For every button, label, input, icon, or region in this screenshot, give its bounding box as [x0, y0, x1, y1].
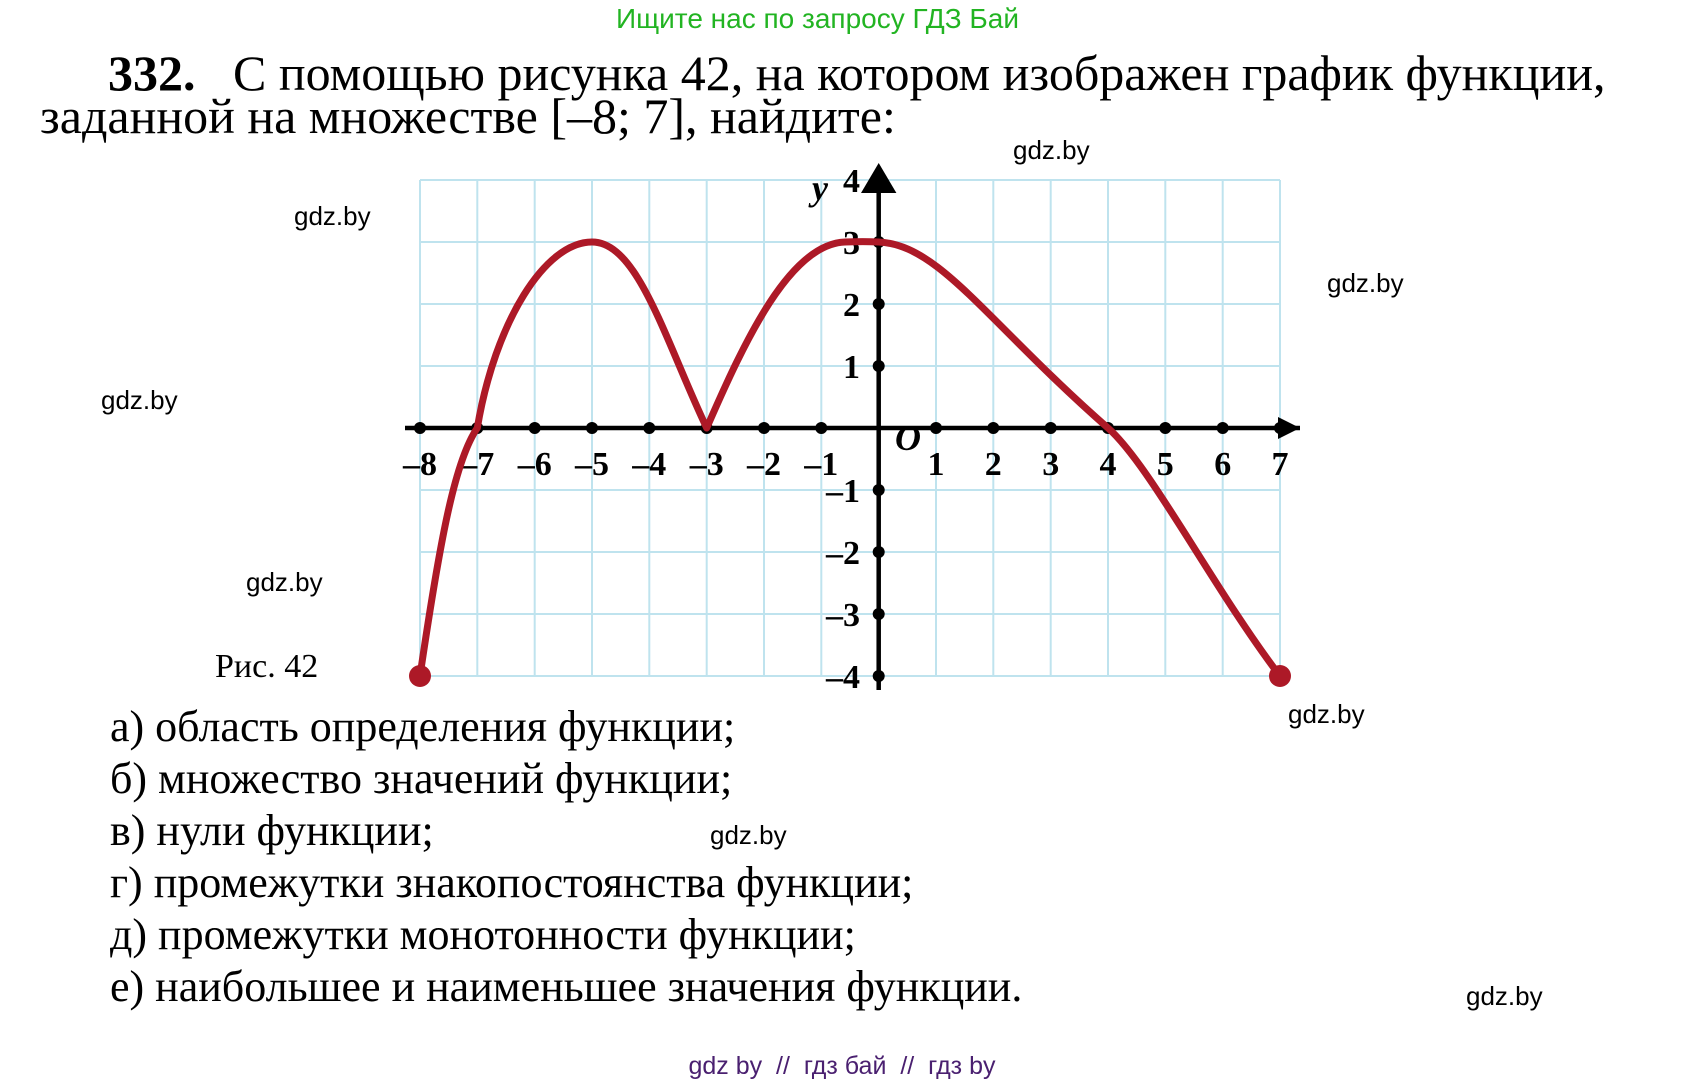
svg-text:–2: –2 — [825, 535, 860, 572]
svg-text:6: 6 — [1214, 446, 1231, 483]
svg-text:–3: –3 — [825, 597, 860, 634]
svg-text:7: 7 — [1272, 446, 1289, 483]
svg-text:2: 2 — [985, 446, 1002, 483]
svg-text:4: 4 — [1100, 446, 1117, 483]
svg-text:–1: –1 — [825, 473, 860, 510]
svg-text:1: 1 — [928, 446, 945, 483]
svg-text:4: 4 — [843, 163, 860, 200]
svg-text:–6: –6 — [517, 446, 552, 483]
svg-text:–4: –4 — [825, 659, 860, 696]
svg-text:y: y — [808, 168, 829, 208]
svg-text:–5: –5 — [574, 446, 609, 483]
svg-text:–3: –3 — [689, 446, 724, 483]
svg-text:O: O — [895, 418, 921, 458]
svg-text:–2: –2 — [746, 446, 781, 483]
svg-text:5: 5 — [1157, 446, 1174, 483]
svg-text:–8: –8 — [402, 446, 437, 483]
svg-text:–4: –4 — [631, 446, 666, 483]
svg-text:1: 1 — [843, 349, 860, 386]
svg-text:2: 2 — [843, 287, 860, 324]
svg-text:3: 3 — [1042, 446, 1059, 483]
